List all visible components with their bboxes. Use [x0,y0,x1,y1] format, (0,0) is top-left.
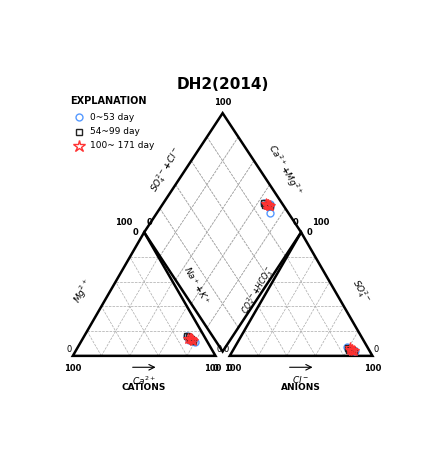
Text: $Mg^{2+}$: $Mg^{2+}$ [70,277,95,306]
Text: 0: 0 [212,364,218,373]
Text: 100: 100 [115,218,132,227]
Text: 100: 100 [64,364,81,373]
Text: 100: 100 [203,364,221,373]
Text: 100: 100 [213,98,231,107]
Text: 0: 0 [147,218,152,227]
Text: 0: 0 [306,228,312,237]
Text: 0: 0 [216,346,221,355]
Text: CATIONS: CATIONS [122,383,166,392]
Text: 54~99 day: 54~99 day [90,127,139,136]
Text: $Cl^-$: $Cl^-$ [292,374,309,386]
Text: $Na^+$+$K^+$: $Na^+$+$K^+$ [181,264,212,307]
Text: ANIONS: ANIONS [280,383,320,392]
Text: EXPLANATION: EXPLANATION [70,96,146,106]
Text: 100: 100 [224,364,241,373]
Text: $CO_3^{2-}$+$HCO_3^-$: $CO_3^{2-}$+$HCO_3^-$ [238,263,277,317]
Text: $SO_4^{2-}$+$Cl^-$: $SO_4^{2-}$+$Cl^-$ [147,144,185,196]
Text: $Ca^{2+}$: $Ca^{2+}$ [132,374,156,387]
Text: 100: 100 [363,364,380,373]
Text: 100: 100 [312,218,329,227]
Text: 0: 0 [292,218,298,227]
Text: 0~53 day: 0~53 day [90,113,134,122]
Text: 0: 0 [226,364,232,373]
Text: 0: 0 [373,346,378,355]
Text: 0: 0 [132,228,138,237]
Text: 0: 0 [66,346,71,355]
Text: DH2(2014): DH2(2014) [176,77,268,92]
Text: 100~ 171 day: 100~ 171 day [90,142,154,151]
Text: $SO_4^{2-}$: $SO_4^{2-}$ [347,277,373,306]
Text: $Ca^{2+}$+$Mg^{2+}$: $Ca^{2+}$+$Mg^{2+}$ [264,141,304,198]
Text: 0: 0 [223,346,228,355]
